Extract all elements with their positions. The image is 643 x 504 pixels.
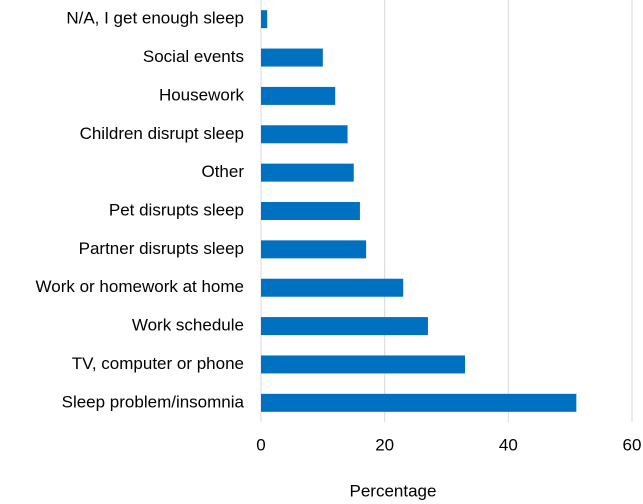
bar: [261, 10, 268, 29]
x-tick-label: 20: [375, 435, 394, 454]
x-tick-label: 40: [499, 435, 518, 454]
bar: [261, 202, 360, 220]
y-tick-label: Children disrupt sleep: [80, 124, 244, 143]
bar: [261, 48, 323, 67]
bar: [261, 163, 354, 182]
y-tick-label: TV, computer or phone: [72, 354, 244, 373]
bar: [261, 355, 466, 374]
x-tick-label: 0: [256, 435, 265, 454]
bar: [261, 125, 348, 144]
y-tick-label: Sleep problem/insomnia: [62, 392, 245, 411]
y-tick-label: Work schedule: [132, 316, 244, 335]
y-tick-label: Housework: [159, 85, 245, 104]
bar: [261, 317, 428, 336]
bar: [261, 393, 577, 412]
y-tick-label: Other: [201, 162, 244, 181]
x-tick-label: 60: [623, 435, 642, 454]
bar: [261, 86, 336, 105]
x-axis-label: Percentage: [350, 481, 437, 500]
y-tick-label: Work or homework at home: [36, 277, 244, 296]
y-tick-label: Pet disrupts sleep: [109, 200, 244, 219]
bar: [261, 240, 367, 259]
y-tick-label: Partner disrupts sleep: [79, 239, 244, 258]
bar: [261, 278, 404, 297]
y-tick-label: N/A, I get enough sleep: [66, 9, 244, 28]
y-tick-label: Social events: [143, 47, 244, 66]
